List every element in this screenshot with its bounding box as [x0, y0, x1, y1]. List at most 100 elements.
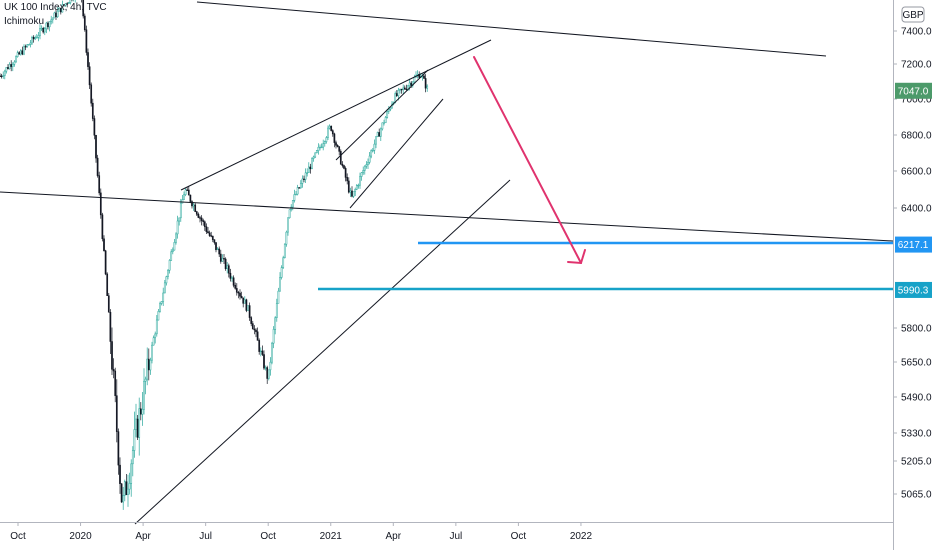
candle — [74, 0, 76, 3]
candle — [352, 191, 355, 199]
candle — [243, 296, 246, 304]
candle — [162, 287, 165, 306]
candle — [160, 301, 163, 306]
candle — [339, 149, 342, 165]
candle — [40, 25, 43, 31]
time-tick-label: 2020 — [69, 531, 92, 542]
candles — [0, 0, 429, 510]
candle — [207, 226, 209, 234]
candle — [69, 0, 72, 5]
candle — [248, 302, 251, 321]
candle — [50, 15, 53, 25]
currency-badge[interactable]: GBP — [901, 6, 925, 23]
candle — [119, 457, 121, 494]
candle — [373, 139, 376, 154]
candle — [259, 347, 262, 357]
candle — [306, 168, 309, 177]
candle — [227, 263, 230, 278]
channel-lower[interactable] — [349, 98, 444, 209]
candle — [210, 231, 213, 238]
candle — [355, 184, 358, 191]
price-tag[interactable] — [895, 281, 932, 298]
candle — [395, 90, 398, 98]
candle — [315, 150, 318, 154]
candle — [61, 0, 64, 13]
time-tick-label: 2021 — [320, 531, 343, 542]
candle — [35, 34, 38, 39]
candle — [19, 49, 22, 56]
candle — [341, 161, 344, 168]
candle — [271, 341, 273, 365]
candle — [242, 297, 245, 308]
candle — [256, 327, 259, 341]
candle — [379, 127, 382, 142]
price-tag-label: 6217.1 — [898, 240, 929, 251]
candle — [258, 338, 261, 355]
candle — [170, 249, 173, 261]
candle — [218, 246, 221, 257]
candle — [266, 365, 269, 384]
channel-upper[interactable] — [335, 69, 429, 161]
projection-arrow[interactable] — [473, 56, 586, 265]
time-tick-label: 2022 — [570, 531, 593, 542]
candle — [338, 146, 341, 156]
candle — [123, 479, 126, 502]
candle — [11, 62, 14, 72]
candle — [189, 194, 192, 204]
candle — [309, 163, 312, 174]
candle — [304, 168, 307, 183]
candle — [120, 483, 123, 503]
trendline-neckline[interactable] — [0, 191, 894, 242]
candle — [93, 115, 96, 140]
candle — [288, 209, 291, 219]
candle — [66, 2, 69, 8]
candle — [82, 0, 85, 19]
indicator-label: Ichimoku — [4, 16, 45, 27]
trendline-top-descending[interactable] — [196, 1, 827, 57]
candle — [346, 173, 349, 185]
candle — [195, 210, 198, 217]
candle — [98, 171, 101, 196]
candle — [194, 203, 197, 213]
candle — [303, 175, 305, 183]
price-axis[interactable]: 7400.0 7200.0 7000.0 6800.0 6600.0 6400.0 5800… — [893, 27, 932, 501]
candle — [400, 88, 403, 94]
candle — [221, 254, 224, 262]
candle — [333, 132, 336, 148]
candle — [56, 7, 59, 18]
candle — [47, 21, 49, 30]
candle — [183, 191, 185, 200]
candle — [21, 46, 24, 56]
candle — [311, 157, 313, 170]
trendline-wedge-upper[interactable] — [180, 39, 492, 191]
candle — [114, 367, 117, 403]
trendline-support-rising[interactable] — [134, 179, 511, 525]
candle — [424, 74, 427, 93]
candle — [277, 287, 280, 304]
candle — [200, 215, 203, 226]
candle — [59, 7, 62, 15]
price-tag[interactable] — [895, 82, 932, 99]
candle — [173, 239, 176, 251]
candle — [0, 73, 1, 77]
candle — [159, 301, 161, 313]
candle — [51, 17, 54, 24]
time-axis[interactable]: Oct 2020 Apr Jul Oct 2021 Apr Jul Oct 2022 — [10, 522, 593, 542]
candle — [325, 136, 328, 144]
candle — [330, 125, 333, 132]
candle — [67, 1, 70, 4]
candle — [275, 298, 278, 322]
candle — [154, 331, 157, 344]
candle — [322, 139, 325, 151]
candle — [251, 320, 254, 330]
price-tick-label: 7000.0 — [901, 95, 932, 106]
candle — [371, 147, 374, 153]
candle — [203, 220, 206, 231]
candle — [205, 223, 208, 234]
price-tick-label: 7200.0 — [901, 60, 932, 71]
plot-area[interactable] — [0, 0, 894, 525]
candle — [42, 26, 45, 34]
price-tag[interactable] — [895, 236, 932, 253]
candle — [10, 60, 13, 72]
